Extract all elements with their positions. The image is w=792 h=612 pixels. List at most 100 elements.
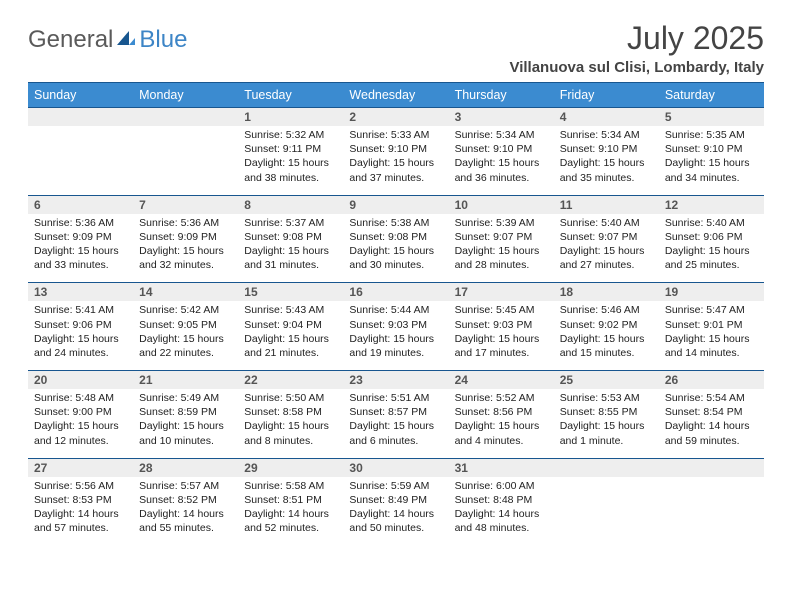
day-info-cell xyxy=(659,477,764,546)
day-info: Sunrise: 5:57 AMSunset: 8:52 PMDaylight:… xyxy=(139,479,232,536)
day-number-cell: 30 xyxy=(343,458,448,477)
day-number xyxy=(554,459,659,477)
day-info: Sunrise: 5:34 AMSunset: 9:10 PMDaylight:… xyxy=(455,128,548,185)
day-number: 10 xyxy=(449,196,554,214)
month-title: July 2025 xyxy=(509,20,764,57)
day-number-cell: 5 xyxy=(659,108,764,127)
day-number-cell: 20 xyxy=(28,371,133,390)
day-number-cell: 19 xyxy=(659,283,764,302)
day-info-cell: Sunrise: 5:32 AMSunset: 9:11 PMDaylight:… xyxy=(238,126,343,195)
day-info: Sunrise: 5:39 AMSunset: 9:07 PMDaylight:… xyxy=(455,216,548,273)
day-number-cell: 10 xyxy=(449,195,554,214)
day-number: 22 xyxy=(238,371,343,389)
weekday-header: Sunday xyxy=(28,83,133,108)
day-info-cell: Sunrise: 5:36 AMSunset: 9:09 PMDaylight:… xyxy=(28,214,133,283)
day-info-cell: Sunrise: 5:36 AMSunset: 9:09 PMDaylight:… xyxy=(133,214,238,283)
day-number: 15 xyxy=(238,283,343,301)
day-number: 28 xyxy=(133,459,238,477)
day-info-cell: Sunrise: 5:42 AMSunset: 9:05 PMDaylight:… xyxy=(133,301,238,370)
day-number: 19 xyxy=(659,283,764,301)
day-number: 5 xyxy=(659,108,764,126)
day-info: Sunrise: 5:36 AMSunset: 9:09 PMDaylight:… xyxy=(34,216,127,273)
day-info: Sunrise: 5:44 AMSunset: 9:03 PMDaylight:… xyxy=(349,303,442,360)
day-info-cell: Sunrise: 5:51 AMSunset: 8:57 PMDaylight:… xyxy=(343,389,448,458)
day-number-cell: 17 xyxy=(449,283,554,302)
day-number-row: 20212223242526 xyxy=(28,371,764,390)
day-number-cell: 24 xyxy=(449,371,554,390)
day-number-cell: 25 xyxy=(554,371,659,390)
day-info: Sunrise: 5:54 AMSunset: 8:54 PMDaylight:… xyxy=(665,391,758,448)
day-info-cell: Sunrise: 5:46 AMSunset: 9:02 PMDaylight:… xyxy=(554,301,659,370)
day-number: 21 xyxy=(133,371,238,389)
day-info: Sunrise: 5:48 AMSunset: 9:00 PMDaylight:… xyxy=(34,391,127,448)
day-info-cell: Sunrise: 5:49 AMSunset: 8:59 PMDaylight:… xyxy=(133,389,238,458)
day-number: 26 xyxy=(659,371,764,389)
day-number-cell: 16 xyxy=(343,283,448,302)
day-info: Sunrise: 5:58 AMSunset: 8:51 PMDaylight:… xyxy=(244,479,337,536)
day-info-row: Sunrise: 5:41 AMSunset: 9:06 PMDaylight:… xyxy=(28,301,764,370)
day-info-row: Sunrise: 5:56 AMSunset: 8:53 PMDaylight:… xyxy=(28,477,764,546)
day-number: 6 xyxy=(28,196,133,214)
day-number-cell: 6 xyxy=(28,195,133,214)
day-number-cell xyxy=(28,108,133,127)
day-number: 14 xyxy=(133,283,238,301)
weekday-header-row: SundayMondayTuesdayWednesdayThursdayFrid… xyxy=(28,83,764,108)
day-number: 29 xyxy=(238,459,343,477)
day-info: Sunrise: 5:36 AMSunset: 9:09 PMDaylight:… xyxy=(139,216,232,273)
day-info: Sunrise: 6:00 AMSunset: 8:48 PMDaylight:… xyxy=(455,479,548,536)
day-info-cell: Sunrise: 6:00 AMSunset: 8:48 PMDaylight:… xyxy=(449,477,554,546)
day-number-row: 13141516171819 xyxy=(28,283,764,302)
day-info-cell: Sunrise: 5:39 AMSunset: 9:07 PMDaylight:… xyxy=(449,214,554,283)
day-info-cell: Sunrise: 5:40 AMSunset: 9:07 PMDaylight:… xyxy=(554,214,659,283)
day-info-cell: Sunrise: 5:57 AMSunset: 8:52 PMDaylight:… xyxy=(133,477,238,546)
day-info-cell: Sunrise: 5:40 AMSunset: 9:06 PMDaylight:… xyxy=(659,214,764,283)
day-number: 13 xyxy=(28,283,133,301)
day-info: Sunrise: 5:42 AMSunset: 9:05 PMDaylight:… xyxy=(139,303,232,360)
day-info: Sunrise: 5:34 AMSunset: 9:10 PMDaylight:… xyxy=(560,128,653,185)
day-number-cell xyxy=(554,458,659,477)
day-info: Sunrise: 5:56 AMSunset: 8:53 PMDaylight:… xyxy=(34,479,127,536)
location: Villanuova sul Clisi, Lombardy, Italy xyxy=(509,59,764,76)
day-number: 9 xyxy=(343,196,448,214)
day-number-cell: 15 xyxy=(238,283,343,302)
weekday-header: Tuesday xyxy=(238,83,343,108)
day-info: Sunrise: 5:40 AMSunset: 9:06 PMDaylight:… xyxy=(665,216,758,273)
day-number-cell: 31 xyxy=(449,458,554,477)
day-number-cell: 26 xyxy=(659,371,764,390)
header: General Blue July 2025 Villanuova sul Cl… xyxy=(28,20,764,76)
day-info-cell: Sunrise: 5:43 AMSunset: 9:04 PMDaylight:… xyxy=(238,301,343,370)
day-info-cell: Sunrise: 5:59 AMSunset: 8:49 PMDaylight:… xyxy=(343,477,448,546)
day-number-cell: 28 xyxy=(133,458,238,477)
day-info: Sunrise: 5:32 AMSunset: 9:11 PMDaylight:… xyxy=(244,128,337,185)
day-number-cell: 23 xyxy=(343,371,448,390)
logo-text-2: Blue xyxy=(139,26,187,54)
calendar-body: 12 345 Sunrise: 5:32 AMSunset: 9:11 PMDayl… xyxy=(28,108,764,546)
day-number: 3 xyxy=(449,108,554,126)
day-info: Sunrise: 5:40 AMSunset: 9:07 PMDaylight:… xyxy=(560,216,653,273)
day-info-row: Sunrise: 5:36 AMSunset: 9:09 PMDaylight:… xyxy=(28,214,764,283)
day-number: 8 xyxy=(238,196,343,214)
day-number xyxy=(28,108,133,126)
day-number: 24 xyxy=(449,371,554,389)
weekday-header: Wednesday xyxy=(343,83,448,108)
weekday-header: Thursday xyxy=(449,83,554,108)
day-number: 11 xyxy=(554,196,659,214)
day-info: Sunrise: 5:35 AMSunset: 9:10 PMDaylight:… xyxy=(665,128,758,185)
day-info-row: Sunrise: 5:48 AMSunset: 9:00 PMDaylight:… xyxy=(28,389,764,458)
day-info-cell: Sunrise: 5:45 AMSunset: 9:03 PMDaylight:… xyxy=(449,301,554,370)
day-info: Sunrise: 5:51 AMSunset: 8:57 PMDaylight:… xyxy=(349,391,442,448)
day-info-cell: Sunrise: 5:54 AMSunset: 8:54 PMDaylight:… xyxy=(659,389,764,458)
day-info: Sunrise: 5:53 AMSunset: 8:55 PMDaylight:… xyxy=(560,391,653,448)
calendar-table: SundayMondayTuesdayWednesdayThursdayFrid… xyxy=(28,82,764,545)
day-number-cell: 7 xyxy=(133,195,238,214)
day-number-cell: 3 xyxy=(449,108,554,127)
day-number-cell: 14 xyxy=(133,283,238,302)
day-number-cell: 13 xyxy=(28,283,133,302)
day-info: Sunrise: 5:45 AMSunset: 9:03 PMDaylight:… xyxy=(455,303,548,360)
day-info-cell: Sunrise: 5:47 AMSunset: 9:01 PMDaylight:… xyxy=(659,301,764,370)
day-number: 12 xyxy=(659,196,764,214)
day-number: 4 xyxy=(554,108,659,126)
day-info-cell: Sunrise: 5:50 AMSunset: 8:58 PMDaylight:… xyxy=(238,389,343,458)
day-info-cell xyxy=(554,477,659,546)
day-info-cell xyxy=(133,126,238,195)
